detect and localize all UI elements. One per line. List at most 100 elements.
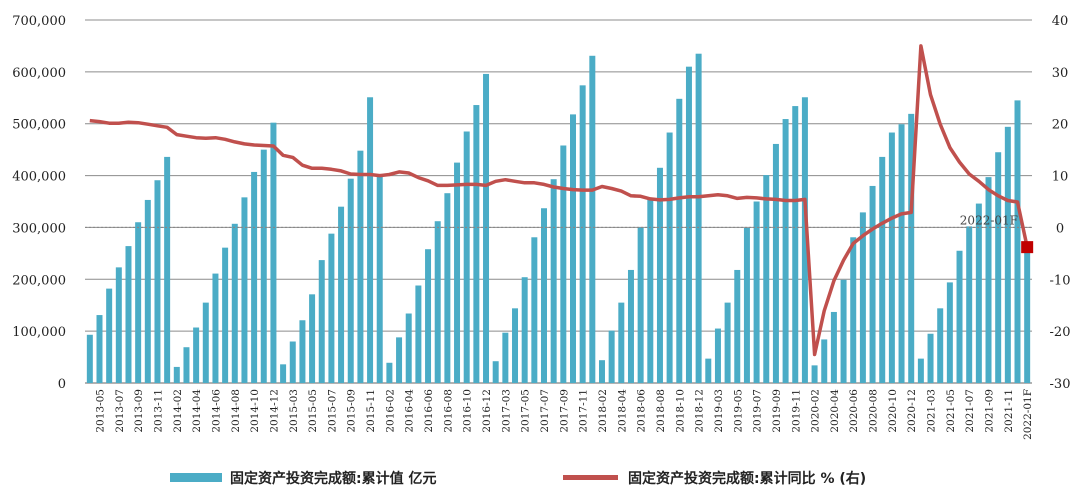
bar [376, 175, 383, 383]
bar [975, 203, 982, 383]
x-tick-label: 2014-10 [249, 389, 261, 433]
right-tick-label: 40 [1052, 14, 1069, 29]
x-tick-label: 2020-06 [848, 389, 860, 433]
bar [444, 193, 451, 383]
bar [859, 212, 866, 383]
x-tick-label: 2020-10 [887, 389, 899, 433]
bar [193, 327, 200, 383]
bar [483, 73, 490, 383]
x-tick-label: 2015-07 [326, 389, 338, 433]
x-tick-label: 2017-05 [520, 389, 532, 433]
bar [454, 162, 461, 383]
x-tick-label: 2020-02 [810, 389, 822, 433]
bar [598, 360, 605, 383]
bar [627, 269, 634, 383]
bar [405, 313, 412, 383]
bar [473, 105, 480, 383]
bar [714, 328, 721, 383]
right-tick-label: 30 [1052, 66, 1069, 81]
x-tick-label: 2018-04 [616, 389, 628, 433]
bar [106, 288, 113, 383]
x-tick-label: 2017-11 [578, 389, 590, 433]
x-tick-label: 2020-04 [829, 389, 841, 433]
x-tick-label: 2016-04 [404, 389, 416, 433]
x-tick-label: 2021-07 [964, 389, 976, 433]
x-tick-label: 2014-08 [230, 389, 242, 433]
left-tick-label: 400,000 [12, 170, 66, 185]
bar [492, 361, 499, 383]
bar [811, 365, 818, 383]
bar [173, 366, 180, 383]
x-tick-label: 2016-02 [384, 389, 396, 433]
bar [396, 337, 403, 383]
bar [183, 347, 190, 383]
bar [1014, 100, 1021, 383]
bar [869, 185, 876, 383]
left-axis: 0 100,000 200,000 300,000 400,000 500,000 600,… [12, 14, 66, 392]
x-tick-label: 2018-12 [694, 389, 706, 433]
bar [386, 362, 393, 383]
bar [338, 206, 345, 383]
forecast-marker [1021, 241, 1034, 254]
x-tick-label: 2016-12 [481, 389, 493, 433]
bar [801, 97, 808, 383]
x-tick-label: 2017-09 [558, 389, 570, 433]
bar [772, 143, 779, 383]
x-tick-label: 2014-04 [191, 389, 203, 433]
bar [212, 273, 219, 383]
x-tick-label: 2016-08 [442, 389, 454, 433]
x-tick-label: 2019-05 [732, 389, 744, 433]
x-tick-label: 2020-08 [868, 389, 880, 433]
bar [821, 339, 828, 383]
x-tick-label: 2021-05 [945, 389, 957, 433]
bar [985, 177, 992, 383]
bar [357, 150, 364, 383]
bar [367, 97, 374, 383]
bar [135, 222, 142, 383]
bar [753, 201, 760, 383]
x-tick-label: 2019-09 [771, 389, 783, 433]
x-tick-label: 2021-03 [926, 389, 938, 433]
bar [425, 249, 432, 383]
bar [144, 199, 151, 383]
x-tick-label: 2022-01F [1022, 389, 1034, 440]
right-tick-label: -20 [1050, 325, 1071, 340]
x-tick-label: 2018-08 [655, 389, 667, 433]
x-tick-label: 2014-12 [268, 389, 280, 433]
bar [995, 152, 1002, 383]
bar [328, 233, 335, 383]
growth-line [89, 44, 1029, 357]
right-tick-label: 20 [1052, 118, 1069, 133]
bar [502, 332, 509, 383]
x-tick-label: 2015-11 [365, 389, 377, 433]
bar [164, 156, 171, 383]
right-tick-label: 10 [1052, 170, 1069, 185]
bar [463, 131, 470, 383]
left-tick-label: 300,000 [12, 221, 66, 236]
bar [666, 132, 673, 383]
bar [908, 113, 915, 384]
x-tick-label: 2015-05 [307, 389, 319, 433]
x-tick-label: 2018-10 [674, 389, 686, 433]
bar [125, 246, 132, 383]
bar [618, 302, 625, 383]
bar [608, 330, 615, 383]
bar [879, 156, 886, 383]
bar [685, 66, 692, 384]
x-tick-label: 2016-06 [423, 389, 435, 433]
bar [347, 178, 354, 383]
bar [241, 197, 248, 383]
left-tick-label: 0 [58, 377, 66, 392]
left-tick-label: 600,000 [12, 66, 66, 81]
bar [299, 320, 306, 383]
bar [956, 250, 963, 383]
bar [560, 145, 567, 383]
x-tick-label: 2018-02 [597, 389, 609, 433]
x-tick-label: 2021-11 [1003, 389, 1015, 433]
bar [260, 149, 267, 383]
bar [541, 208, 548, 383]
left-tick-label: 100,000 [12, 325, 66, 340]
bar [734, 269, 741, 383]
legend: 固定资产投资完成额:累计值 亿元 固定资产投资完成额:累计同比 % (右) [170, 470, 866, 487]
